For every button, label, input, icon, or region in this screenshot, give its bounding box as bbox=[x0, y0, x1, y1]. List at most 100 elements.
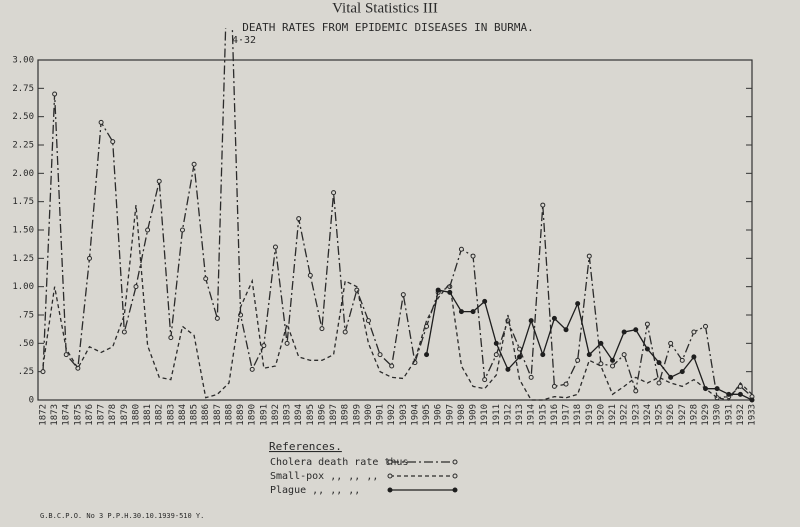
x-tick-label: 1908 bbox=[457, 404, 467, 426]
y-tick-label: 3.00 bbox=[12, 56, 34, 66]
data-point bbox=[726, 391, 732, 397]
x-tick-label: 1892 bbox=[271, 404, 281, 426]
data-point bbox=[86, 255, 92, 261]
x-tick-label: 1920 bbox=[596, 404, 606, 426]
data-point bbox=[610, 363, 616, 369]
data-point bbox=[714, 386, 720, 392]
x-tick-label: 1882 bbox=[155, 404, 165, 426]
x-tick-label: 1904 bbox=[410, 404, 420, 426]
x-tick-label: 1921 bbox=[608, 404, 618, 426]
data-point bbox=[447, 289, 453, 295]
x-tick-label: 1873 bbox=[50, 404, 60, 426]
data-point bbox=[249, 366, 255, 372]
data-point bbox=[470, 253, 476, 259]
x-tick-label: 1933 bbox=[748, 404, 758, 426]
chart-subtitle: DEATH RATES FROM EPIDEMIC DISEASES IN BU… bbox=[242, 21, 533, 34]
data-point bbox=[703, 386, 709, 392]
data-point bbox=[633, 327, 639, 333]
x-tick-label: 1881 bbox=[143, 404, 153, 426]
series-line bbox=[425, 289, 753, 401]
x-tick-label: 1923 bbox=[631, 404, 641, 426]
x-tick-label: 1874 bbox=[62, 404, 72, 426]
data-point bbox=[400, 292, 406, 298]
x-tick-label: 1885 bbox=[190, 404, 200, 426]
y-tick-label: 2.25 bbox=[12, 141, 34, 151]
x-tick-label: 1924 bbox=[643, 404, 653, 426]
x-tick-label: 1926 bbox=[666, 404, 676, 426]
series-line bbox=[42, 204, 753, 401]
data-point bbox=[586, 352, 592, 358]
x-tick-label: 1916 bbox=[550, 404, 560, 426]
data-point bbox=[493, 340, 499, 346]
y-tick-label: 1.75 bbox=[12, 197, 34, 207]
x-tick-label: 1891 bbox=[259, 404, 269, 426]
legend-label: Small-pox ,, ,, ,, bbox=[270, 471, 378, 482]
x-tick-label: 1928 bbox=[689, 404, 699, 426]
x-tick-label: 1931 bbox=[724, 404, 734, 426]
data-point bbox=[272, 244, 278, 250]
legend-marker bbox=[387, 487, 393, 493]
data-point bbox=[121, 329, 127, 335]
data-point bbox=[307, 272, 313, 278]
x-tick-label: 1911 bbox=[492, 404, 502, 426]
data-point bbox=[319, 326, 325, 332]
data-point bbox=[145, 227, 151, 233]
legend-marker bbox=[452, 459, 458, 465]
data-point bbox=[703, 323, 709, 329]
data-point bbox=[40, 369, 46, 375]
data-point bbox=[63, 352, 69, 358]
x-tick-label: 1895 bbox=[306, 404, 316, 426]
x-tick-label: 1876 bbox=[85, 404, 95, 426]
data-point bbox=[691, 354, 697, 360]
data-point bbox=[737, 391, 743, 397]
data-point bbox=[737, 383, 743, 389]
data-point bbox=[377, 352, 383, 358]
data-point bbox=[656, 380, 662, 386]
x-tick-label: 1899 bbox=[352, 404, 362, 426]
y-tick-label: 2.50 bbox=[12, 112, 34, 122]
data-point bbox=[644, 346, 650, 352]
x-tick-label: 1887 bbox=[213, 404, 223, 426]
data-point bbox=[214, 315, 220, 321]
data-point bbox=[179, 227, 185, 233]
data-point bbox=[470, 309, 476, 315]
x-tick-label: 1905 bbox=[422, 404, 432, 426]
data-point bbox=[133, 284, 139, 290]
y-tick-label: 2.75 bbox=[12, 84, 34, 94]
x-tick-label: 1925 bbox=[655, 404, 665, 426]
legend-title: References. bbox=[269, 440, 342, 453]
legend-label: Plague ,, ,, ,, bbox=[270, 485, 360, 496]
data-point bbox=[598, 361, 604, 367]
data-point bbox=[563, 381, 569, 387]
x-tick-label: 1896 bbox=[317, 404, 327, 426]
data-point bbox=[528, 318, 534, 324]
series-group bbox=[40, 28, 755, 403]
legend-marker bbox=[387, 473, 393, 479]
data-point bbox=[191, 161, 197, 167]
annotation: 4·32 bbox=[232, 35, 256, 46]
chart-title: Vital Statistics III bbox=[332, 0, 438, 16]
data-point bbox=[586, 253, 592, 259]
data-point bbox=[458, 246, 464, 252]
x-tick-label: 1875 bbox=[73, 404, 83, 426]
y-tick-label: 1.00 bbox=[12, 282, 34, 292]
data-point bbox=[98, 119, 104, 125]
x-tick-label: 1918 bbox=[573, 404, 583, 426]
data-point bbox=[365, 318, 371, 324]
y-tick-label: .75 bbox=[18, 311, 34, 321]
x-tick-label: 1893 bbox=[283, 404, 293, 426]
x-tick-label: 1878 bbox=[108, 404, 118, 426]
x-tick-label: 1922 bbox=[620, 404, 630, 426]
x-tick-label: 1930 bbox=[713, 404, 723, 426]
x-tick-label: 1917 bbox=[562, 404, 572, 426]
data-point bbox=[52, 91, 58, 97]
data-point bbox=[528, 374, 534, 380]
y-tick-label: 0 bbox=[29, 396, 34, 406]
data-point bbox=[621, 352, 627, 358]
x-tick-label: 1914 bbox=[527, 404, 537, 426]
data-point bbox=[296, 216, 302, 222]
data-point bbox=[656, 360, 662, 366]
y-tick-label: .25 bbox=[18, 367, 34, 377]
data-point bbox=[621, 329, 627, 335]
